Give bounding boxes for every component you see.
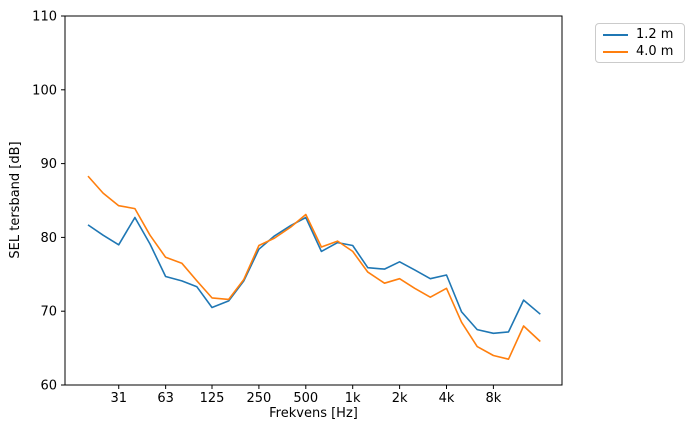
x-tick-label: 2k xyxy=(392,391,408,406)
x-axis-label: Frekvens [Hz] xyxy=(269,406,358,421)
y-tick-label: 110 xyxy=(32,10,57,25)
legend-line-swatch xyxy=(603,33,628,36)
legend: 1.2 m 4.0 m xyxy=(595,23,685,63)
x-tick-label: 4k xyxy=(439,391,455,406)
y-tick-label: 60 xyxy=(40,379,57,394)
x-tick-label: 500 xyxy=(293,391,318,406)
series-line-4-0-m xyxy=(87,175,541,361)
legend-label: 1.2 m xyxy=(636,27,674,42)
axis-ticks: 31 63 125 250 500 1k 2k 4k 8k 60 70 80 90 100 110 xyxy=(32,10,502,407)
data-lines xyxy=(87,175,541,361)
series-line-1-2-m xyxy=(87,216,541,335)
x-tick-label: 250 xyxy=(246,391,271,406)
x-tick-label: 8k xyxy=(485,391,501,406)
legend-item: 1.2 m xyxy=(603,26,677,43)
x-tick-label: 31 xyxy=(110,391,127,406)
legend-label: 4.0 m xyxy=(636,44,674,59)
y-tick-label: 90 xyxy=(40,157,57,172)
y-tick-label: 70 xyxy=(40,305,57,320)
y-tick-label: 80 xyxy=(40,231,57,246)
x-tick-label: 125 xyxy=(200,391,225,406)
y-tick-label: 100 xyxy=(32,83,57,98)
x-tick-label: 63 xyxy=(157,391,174,406)
y-axis-label: SEL tersband [dB] xyxy=(8,141,23,258)
x-tick-label: 1k xyxy=(345,391,361,406)
legend-item: 4.0 m xyxy=(603,43,677,60)
plot-frame xyxy=(64,15,563,386)
legend-line-swatch xyxy=(603,50,628,53)
